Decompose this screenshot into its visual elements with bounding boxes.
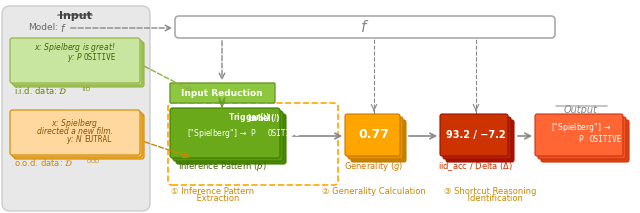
Text: Model:: Model: [28, 23, 58, 33]
Text: EUTRAL: EUTRAL [84, 134, 112, 144]
Text: $f$: $f$ [60, 22, 67, 34]
Text: directed a new film.: directed a new film. [37, 127, 113, 135]
Text: ③ Shortcut Reasoning: ③ Shortcut Reasoning [444, 187, 536, 196]
FancyBboxPatch shape [351, 120, 406, 162]
Text: OSITIVE: OSITIVE [84, 53, 116, 62]
Text: ["Spielberg"] $\rightarrow$: ["Spielberg"] $\rightarrow$ [550, 121, 611, 134]
Text: $f$: $f$ [360, 19, 370, 35]
FancyBboxPatch shape [175, 16, 555, 38]
Text: $y$: P: $y$: P [67, 52, 83, 65]
Text: OSITIVE: OSITIVE [268, 128, 300, 138]
Text: $_{\mathrm{IID}}$: $_{\mathrm{IID}}$ [82, 85, 91, 94]
Text: ② Generality Calculation: ② Generality Calculation [322, 187, 426, 196]
Text: Inference Pattern ($p$): Inference Pattern ($p$) [178, 160, 266, 173]
Text: Input Reduction: Input Reduction [181, 88, 263, 98]
Text: iid_acc / Delta ($\Delta$): iid_acc / Delta ($\Delta$) [438, 160, 513, 173]
Text: ① Inference Pattern: ① Inference Pattern [172, 187, 255, 196]
Text: Output: Output [564, 105, 598, 115]
FancyBboxPatch shape [440, 114, 508, 156]
Text: P: P [579, 135, 583, 144]
Text: Generality ($g$): Generality ($g$) [344, 160, 404, 173]
Text: Trigger($t$): Trigger($t$) [228, 111, 271, 125]
Text: ["Spielberg"] $\rightarrow$ P: ["Spielberg"] $\rightarrow$ P [187, 127, 257, 140]
Text: $y$: N: $y$: N [67, 132, 84, 145]
FancyBboxPatch shape [14, 114, 144, 159]
Text: $_{\mathrm{OOD}}$: $_{\mathrm{OOD}}$ [86, 157, 100, 166]
Text: 0.77: 0.77 [358, 128, 390, 141]
FancyBboxPatch shape [345, 114, 400, 156]
FancyBboxPatch shape [12, 40, 142, 85]
FancyBboxPatch shape [10, 38, 140, 83]
FancyBboxPatch shape [173, 111, 283, 161]
FancyBboxPatch shape [176, 114, 286, 164]
FancyBboxPatch shape [443, 117, 511, 159]
FancyBboxPatch shape [538, 117, 626, 159]
FancyBboxPatch shape [446, 120, 514, 162]
FancyBboxPatch shape [170, 83, 275, 103]
FancyBboxPatch shape [2, 6, 150, 211]
Text: o.o.d. data: $\mathcal{D}$: o.o.d. data: $\mathcal{D}$ [14, 157, 73, 168]
Text: Input: Input [59, 11, 92, 21]
Text: OSITIVE: OSITIVE [590, 135, 622, 144]
FancyBboxPatch shape [12, 112, 142, 157]
FancyBboxPatch shape [541, 120, 629, 162]
Text: 93.2 / −7.2: 93.2 / −7.2 [446, 130, 506, 140]
FancyBboxPatch shape [535, 114, 623, 156]
FancyBboxPatch shape [10, 110, 140, 155]
Text: $x$: Spielberg: $x$: Spielberg [51, 117, 99, 130]
Text: Identification: Identification [457, 194, 523, 203]
Text: Label($l$): Label($l$) [247, 112, 281, 124]
FancyBboxPatch shape [348, 117, 403, 159]
Text: i.i.d. data: $\mathcal{D}$: i.i.d. data: $\mathcal{D}$ [14, 85, 68, 96]
FancyBboxPatch shape [170, 108, 280, 158]
Text: $x$: Spielberg is great!: $x$: Spielberg is great! [34, 42, 116, 55]
FancyBboxPatch shape [14, 42, 144, 87]
Text: Extraction: Extraction [186, 194, 240, 203]
